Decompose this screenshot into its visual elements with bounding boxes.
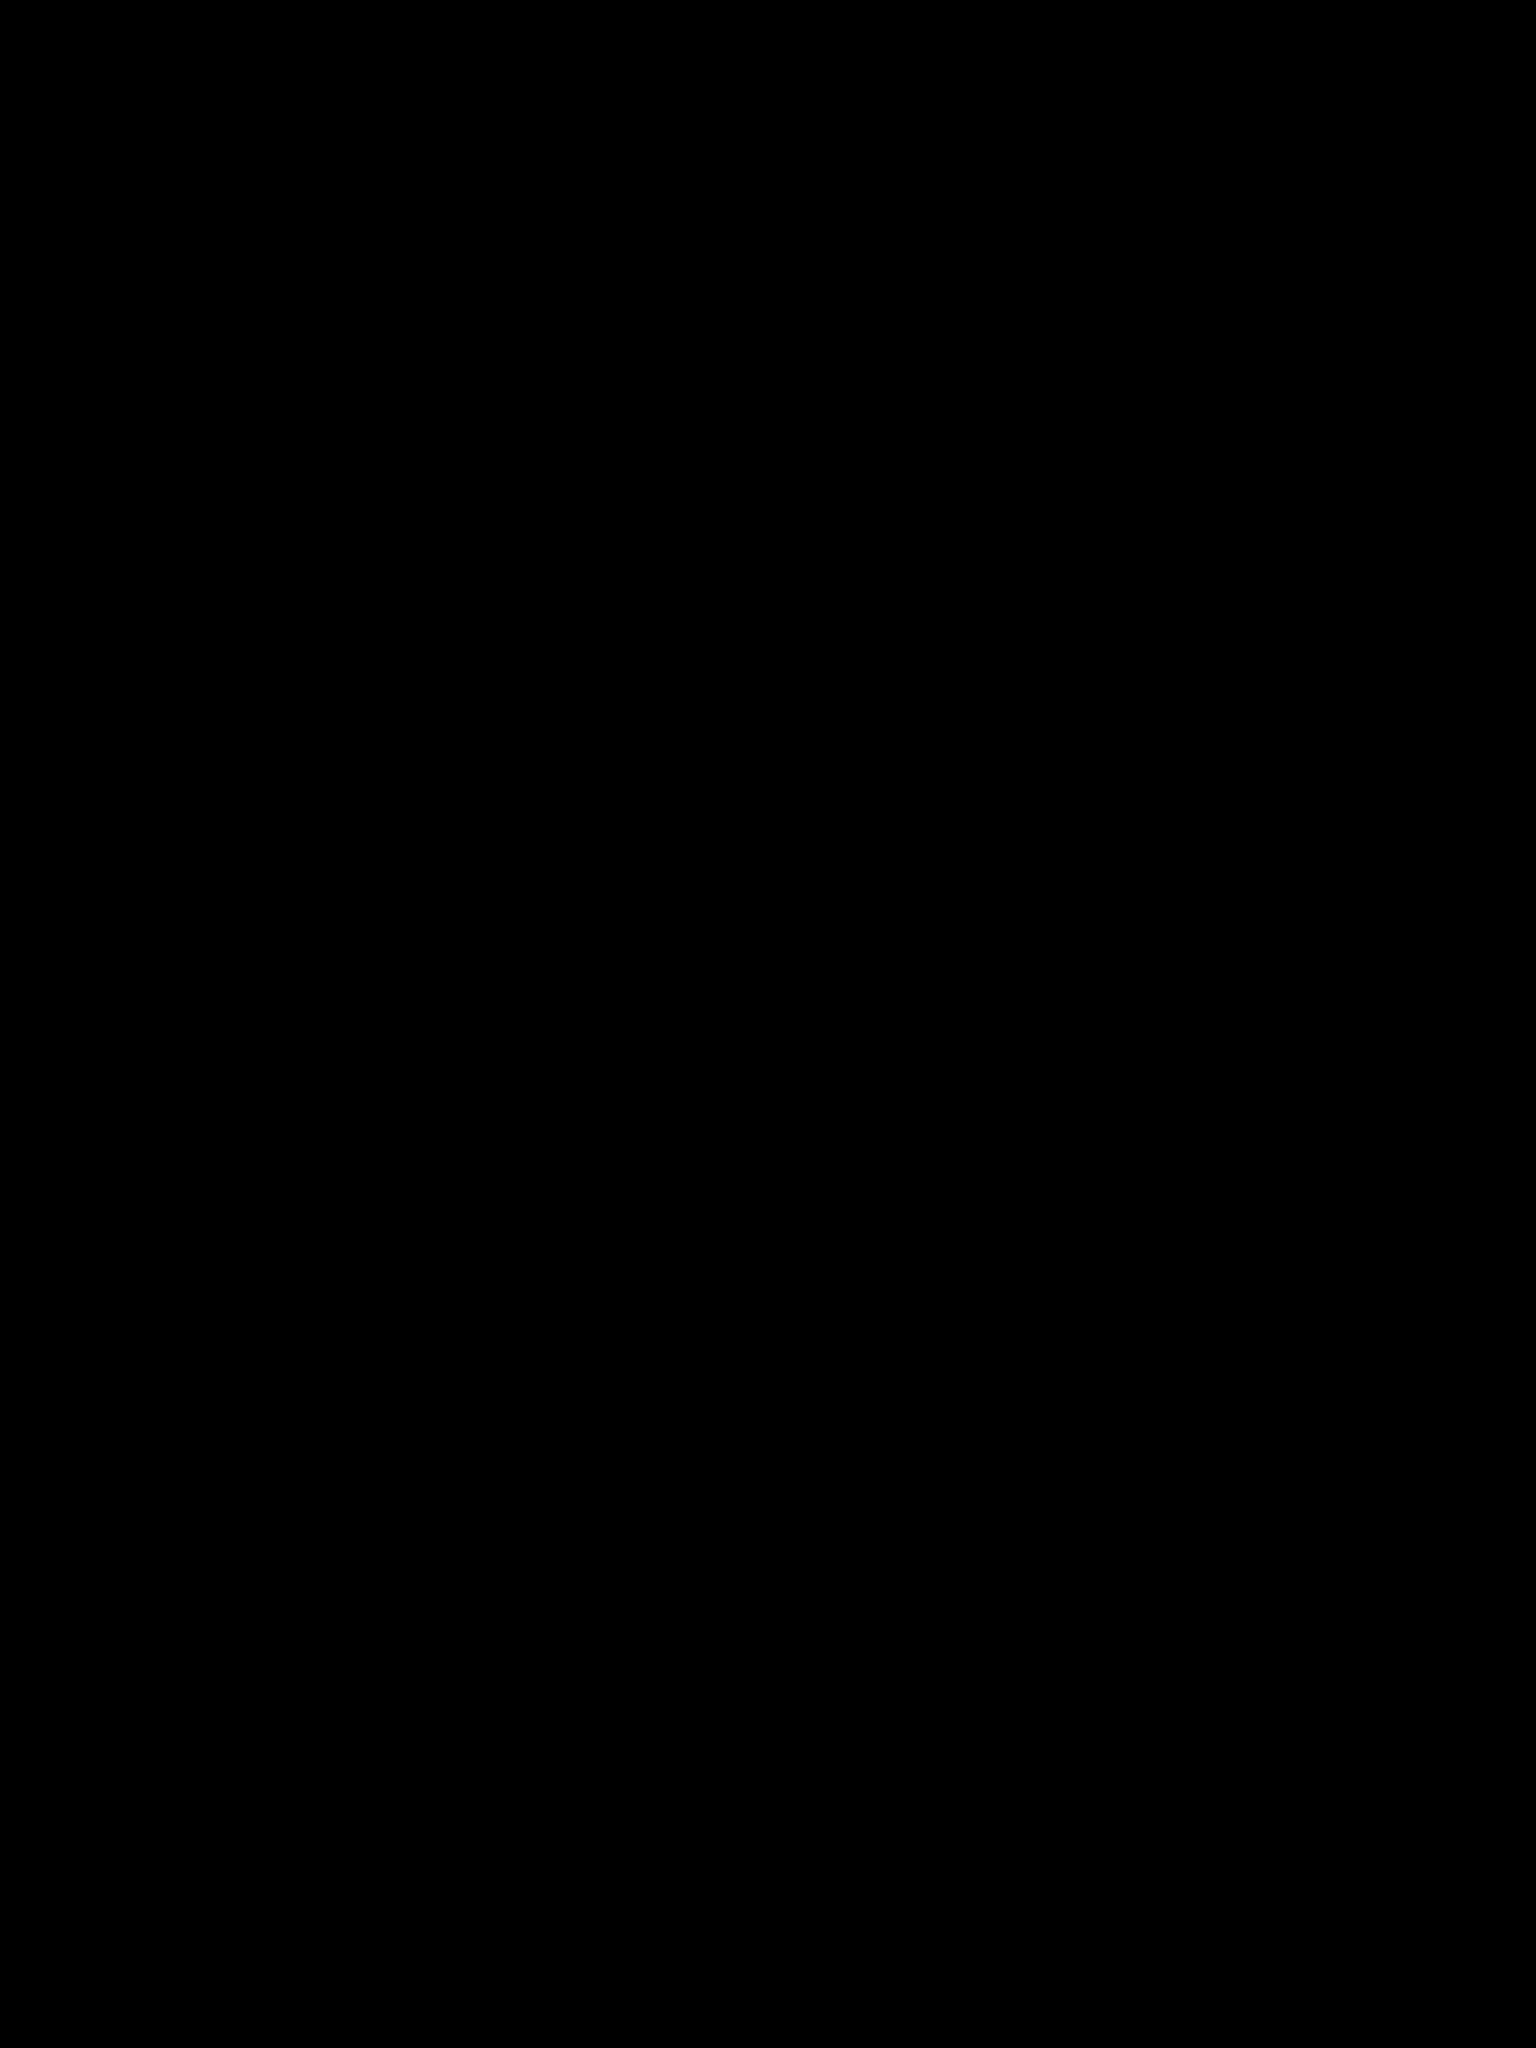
route-graph	[0, 0, 1536, 2048]
